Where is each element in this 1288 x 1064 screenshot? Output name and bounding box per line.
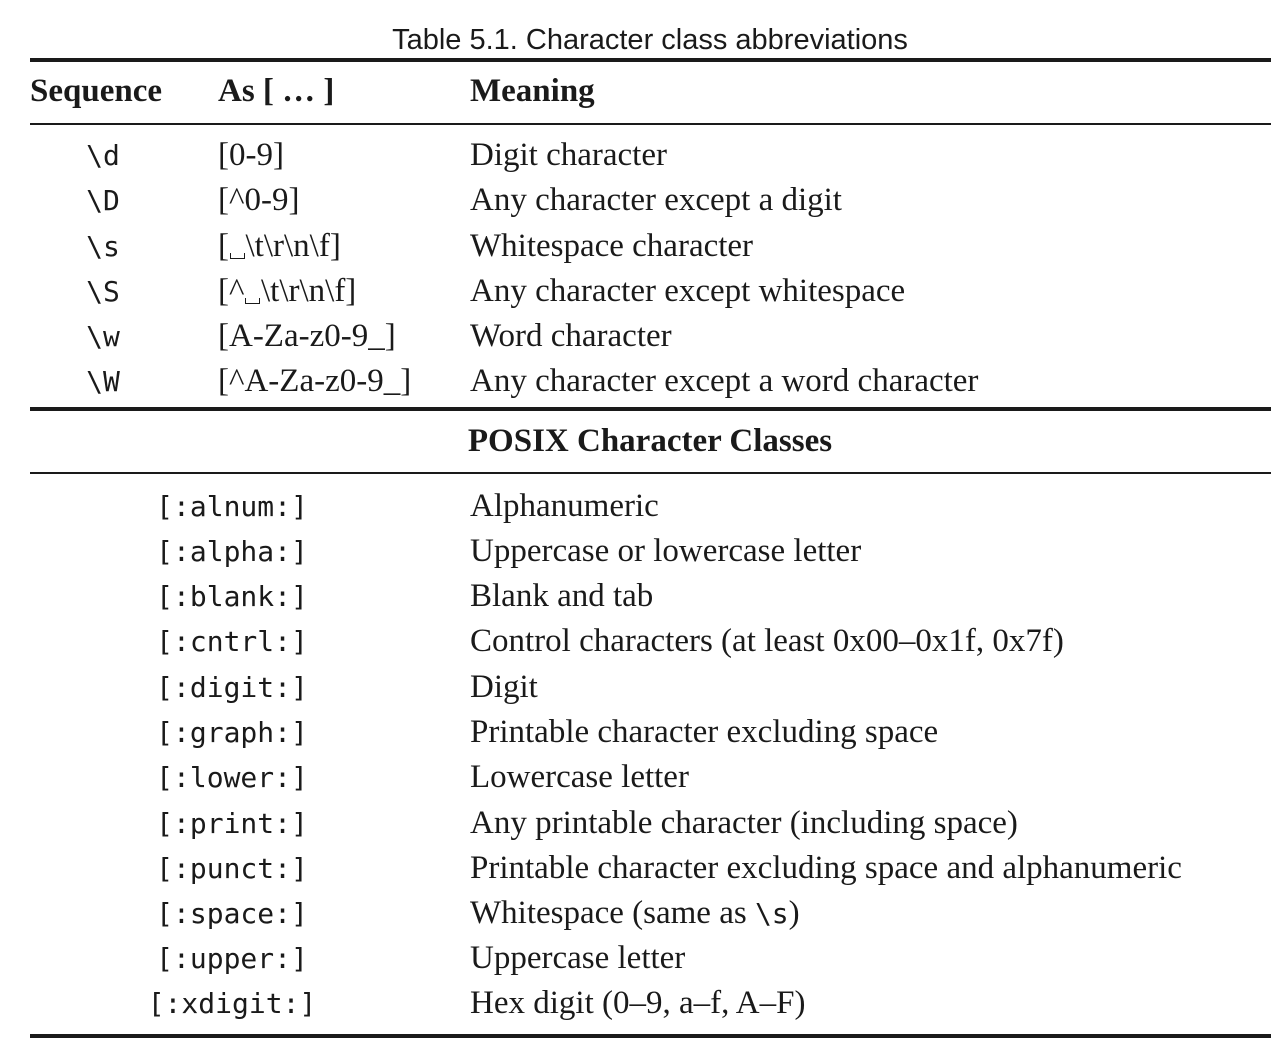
posix-class-cell: [:digit:]: [156, 671, 308, 704]
meaning-cell: Any character except a digit: [470, 182, 842, 218]
meaning-cell: Whitespace (same as \s): [470, 891, 800, 936]
posix-class-cell: [:lower:]: [156, 761, 308, 794]
meaning-cell: Printable character excluding space and …: [470, 850, 1182, 886]
posix-class-cell: [:alnum:]: [156, 490, 308, 523]
header-sequence: Sequence: [30, 73, 162, 109]
sequence-cell: \W: [86, 365, 120, 398]
table-row: [:cntrl:] Control characters (at least 0…: [0, 619, 1288, 664]
posix-class-cell: [:space:]: [156, 897, 308, 930]
table-row: \w [A-Za-z0-9_] Word character: [0, 314, 1288, 359]
table-row: [:upper:] Uppercase letter: [0, 936, 1288, 981]
meaning-cell: Whitespace character: [470, 228, 754, 264]
meaning-cell: Any character except whitespace: [470, 273, 906, 309]
meaning-cell: Uppercase or lowercase letter: [470, 533, 862, 569]
as-suffix: \t\r\n\f]: [245, 228, 341, 264]
as-cell: [0-9]: [218, 137, 284, 173]
meaning-cell: Word character: [470, 318, 672, 354]
section-rule: [30, 407, 1271, 411]
posix-section-heading: POSIX Character Classes: [467, 423, 833, 459]
posix-class-cell: [:upper:]: [156, 942, 308, 975]
table-row: [:space:] Whitespace (same as \s): [0, 891, 1288, 936]
posix-heading-rule: [30, 472, 1271, 474]
as-cell: [^ \t\r\n\f]: [218, 269, 356, 314]
posix-class-cell: [:alpha:]: [156, 535, 308, 568]
table-row: [:alpha:] Uppercase or lowercase letter: [0, 529, 1288, 574]
sequence-cell: \D: [86, 184, 120, 217]
posix-class-cell: [:cntrl:]: [156, 625, 308, 658]
header-meaning: Meaning: [470, 73, 595, 109]
meaning-cell: Control characters (at least 0x00–0x1f, …: [470, 623, 1064, 659]
meaning-cell: Uppercase letter: [470, 940, 686, 976]
table-row: \d [0-9] Digit character: [0, 133, 1288, 178]
sequence-cell: \s: [86, 230, 120, 263]
table-caption: Table 5.1. Character class abbreviations: [392, 24, 908, 56]
meaning-cell: Blank and tab: [470, 578, 654, 614]
as-prefix: [: [218, 228, 229, 264]
table-row: [:punct:] Printable character excluding …: [0, 846, 1288, 891]
table-row: \D [^0-9] Any character except a digit: [0, 178, 1288, 223]
meaning-cell: Printable character excluding space: [470, 714, 939, 750]
as-cell: [^0-9]: [218, 182, 300, 218]
header-as: As [ … ]: [218, 73, 335, 109]
meaning-suffix: ): [788, 895, 800, 931]
top-rule: [30, 58, 1271, 62]
posix-class-cell: [:punct:]: [156, 852, 308, 885]
meaning-prefix: Whitespace (same as: [470, 895, 755, 931]
posix-class-cell: [:print:]: [156, 807, 308, 840]
table-row: [:blank:] Blank and tab: [0, 574, 1288, 619]
meaning-cell: Lowercase letter: [470, 759, 689, 795]
table-row: [:alnum:] Alphanumeric: [0, 484, 1288, 529]
sequence-cell: \d: [86, 139, 120, 172]
visible-space-icon: [245, 298, 261, 304]
bottom-rule: [30, 1034, 1271, 1038]
table-header-row: Sequence As [ … ] Meaning: [0, 69, 1288, 114]
table-row: [:xdigit:] Hex digit (0–9, a–f, A–F): [0, 981, 1288, 1026]
meaning-cell: Hex digit (0–9, a–f, A–F): [470, 985, 806, 1021]
sequence-cell: \S: [86, 275, 120, 308]
table-row: [:lower:] Lowercase letter: [0, 755, 1288, 800]
table-row: \s [ \t\r\n\f] Whitespace character: [0, 224, 1288, 269]
as-suffix: \t\r\n\f]: [260, 273, 357, 309]
table-row: \S [^ \t\r\n\f] Any character except whit…: [0, 269, 1288, 314]
sequence-cell: \w: [86, 320, 120, 353]
table-row: [:graph:] Printable character excluding …: [0, 710, 1288, 755]
meaning-cell: Alphanumeric: [470, 488, 659, 524]
posix-class-cell: [:graph:]: [156, 716, 308, 749]
meaning-code: \s: [754, 897, 789, 930]
meaning-cell: Digit: [470, 669, 538, 705]
posix-class-cell: [:xdigit:]: [147, 987, 317, 1020]
table-row: [:digit:] Digit: [0, 665, 1288, 710]
meaning-cell: Any printable character (including space…: [470, 805, 1018, 841]
as-cell: [A-Za-z0-9_]: [218, 318, 396, 354]
meaning-cell: Digit character: [470, 137, 667, 173]
as-prefix: [^: [218, 273, 245, 309]
meaning-cell: Any character except a word character: [470, 363, 979, 399]
as-cell: [^A-Za-z0-9_]: [218, 363, 412, 399]
posix-class-cell: [:blank:]: [156, 580, 308, 613]
as-cell: [ \t\r\n\f]: [218, 224, 341, 269]
table-row: [:print:] Any printable character (inclu…: [0, 801, 1288, 846]
visible-space-icon: [229, 253, 245, 259]
header-rule: [30, 123, 1271, 125]
table-row: \W [^A-Za-z0-9_] Any character except a …: [0, 359, 1288, 404]
